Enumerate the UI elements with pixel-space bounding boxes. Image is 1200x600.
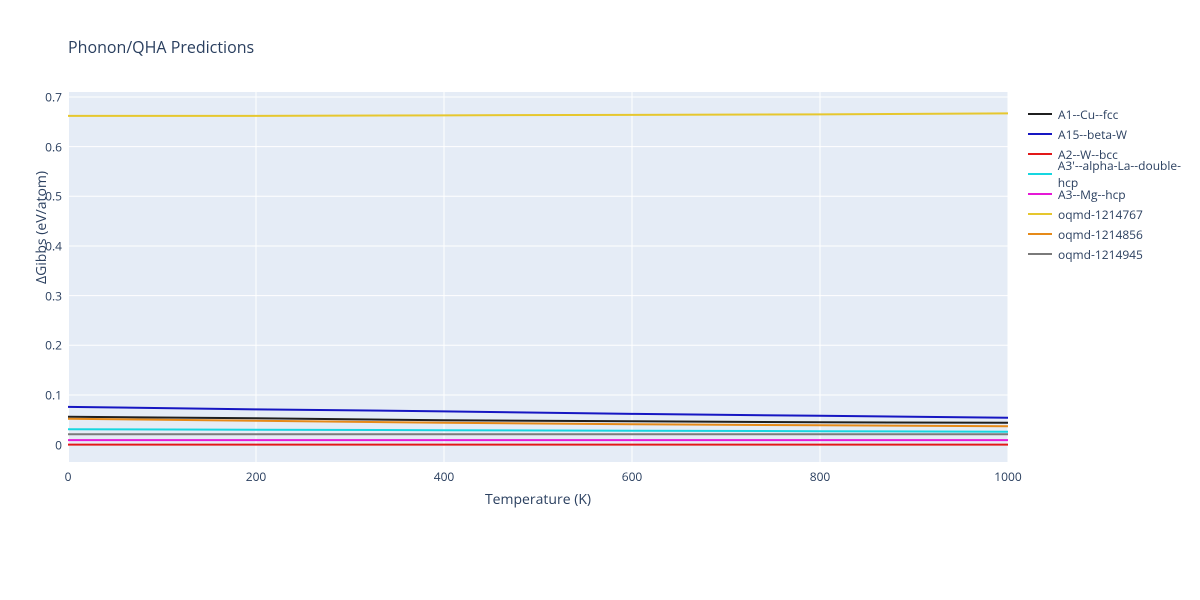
y-tick-label: 0 — [32, 436, 62, 453]
legend-label: oqmd-1214856 — [1058, 226, 1143, 243]
legend-label: oqmd-1214945 — [1058, 246, 1143, 263]
legend-item[interactable]: A3'--alpha-La--double-hcp — [1028, 164, 1200, 184]
plot-svg — [68, 92, 1008, 462]
legend-item[interactable]: A15--beta-W — [1028, 124, 1200, 144]
legend: A1--Cu--fccA15--beta-WA2--W--bccA3'--alp… — [1028, 104, 1200, 264]
legend-item[interactable]: oqmd-1214856 — [1028, 224, 1200, 244]
legend-swatch — [1028, 253, 1052, 255]
y-tick-label: 0.4 — [32, 237, 62, 254]
x-tick-label: 400 — [434, 468, 455, 485]
legend-swatch — [1028, 133, 1052, 135]
y-tick-label: 0.1 — [32, 386, 62, 403]
chart-container: { "title": "Phonon/QHA Predictions", "ti… — [0, 0, 1200, 600]
legend-label: A15--beta-W — [1058, 126, 1127, 143]
legend-swatch — [1028, 173, 1052, 175]
legend-label: A1--Cu--fcc — [1058, 106, 1118, 123]
series-line[interactable] — [68, 407, 1008, 418]
legend-swatch — [1028, 213, 1052, 215]
series-line[interactable] — [68, 113, 1008, 115]
legend-swatch — [1028, 193, 1052, 195]
y-tick-label: 0.2 — [32, 337, 62, 354]
legend-item[interactable]: A1--Cu--fcc — [1028, 104, 1200, 124]
y-tick-label: 0.6 — [32, 138, 62, 155]
x-tick-label: 1000 — [994, 468, 1021, 485]
legend-swatch — [1028, 153, 1052, 155]
y-tick-label: 0.5 — [32, 188, 62, 205]
legend-label: A3--Mg--hcp — [1058, 186, 1126, 203]
series-line[interactable] — [68, 429, 1008, 431]
x-tick-label: 200 — [246, 468, 267, 485]
legend-swatch — [1028, 113, 1052, 115]
x-tick-label: 0 — [65, 468, 72, 485]
x-tick-label: 600 — [622, 468, 643, 485]
y-tick-label: 0.3 — [32, 287, 62, 304]
y-tick-label: 0.7 — [32, 88, 62, 105]
legend-item[interactable]: oqmd-1214767 — [1028, 204, 1200, 224]
legend-label: oqmd-1214767 — [1058, 206, 1143, 223]
legend-swatch — [1028, 233, 1052, 235]
legend-item[interactable]: oqmd-1214945 — [1028, 244, 1200, 264]
x-tick-label: 800 — [810, 468, 831, 485]
x-axis-label: Temperature (K) — [478, 490, 598, 509]
chart-title: Phonon/QHA Predictions — [68, 36, 254, 58]
